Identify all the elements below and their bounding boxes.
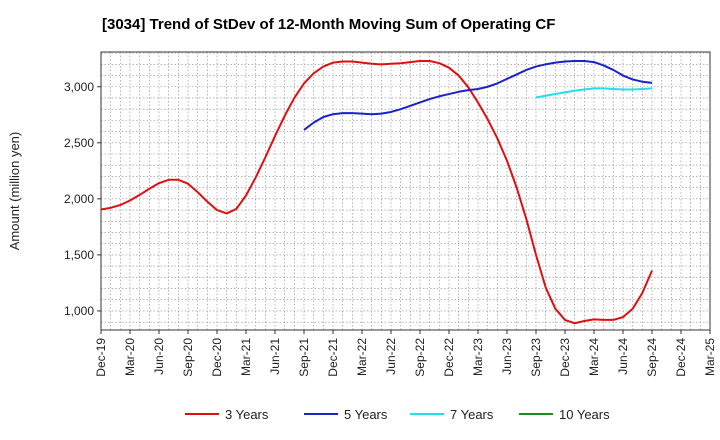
chart-title: [3034] Trend of StDev of 12-Month Moving… <box>102 16 555 33</box>
x-tick-label: Dec-22 <box>442 338 456 377</box>
legend: 3 Years 5 Years 7 Years 10 Years <box>185 407 610 422</box>
x-tick-label: Jun-21 <box>268 338 282 375</box>
legend-label: 3 Years <box>225 407 269 422</box>
legend-item-3-years: 3 Years <box>185 407 269 422</box>
x-tick-label: Mar-21 <box>239 338 253 376</box>
y-axis-label: Amount (million yen) <box>7 132 22 251</box>
legend-item-7-years: 7 Years <box>410 407 494 422</box>
x-tick-label: Sep-23 <box>529 338 543 377</box>
x-tick-label: Mar-20 <box>123 338 137 376</box>
x-tick-label: Sep-20 <box>181 338 195 377</box>
legend-label: 5 Years <box>344 407 388 422</box>
x-tick-label: Mar-22 <box>355 338 369 376</box>
x-tick-label: Dec-24 <box>674 338 688 377</box>
x-axis: Dec-19 Mar-20 Jun-20 Sep-20 Dec-20 Mar-21 Jun-… <box>94 330 717 377</box>
y-tick-label: 3,000 <box>64 80 94 94</box>
x-tick-label: Dec-23 <box>558 338 572 377</box>
x-tick-label: Dec-21 <box>326 338 340 377</box>
y-axis: 1,000 1,500 2,000 2,500 3,000 <box>64 80 101 318</box>
x-tick-label: Sep-24 <box>645 338 659 377</box>
plot-area <box>101 52 710 330</box>
y-tick-label: 2,000 <box>64 192 94 206</box>
x-tick-label: Sep-21 <box>297 338 311 377</box>
x-tick-label: Jun-20 <box>152 338 166 375</box>
series-lines <box>100 59 653 325</box>
x-tick-label: Dec-19 <box>94 338 108 377</box>
x-tick-label: Jun-24 <box>616 338 630 375</box>
x-tick-label: Jun-23 <box>500 338 514 375</box>
series-line-7-years <box>535 87 653 99</box>
x-tick-label: Dec-20 <box>210 338 224 377</box>
legend-label: 7 Years <box>450 407 494 422</box>
x-tick-label: Mar-25 <box>703 338 717 376</box>
y-tick-label: 1,000 <box>64 304 94 318</box>
plot-frame <box>100 51 711 331</box>
x-tick-label: Mar-23 <box>471 338 485 376</box>
legend-item-5-years: 5 Years <box>304 407 388 422</box>
series-line-5-years <box>303 59 653 131</box>
x-tick-label: Sep-22 <box>413 338 427 377</box>
series-line-3-years <box>100 59 653 325</box>
y-tick-label: 2,500 <box>64 136 94 150</box>
x-tick-label: Jun-22 <box>384 338 398 375</box>
y-tick-label: 1,500 <box>64 248 94 262</box>
x-tick-label: Mar-24 <box>587 338 601 376</box>
grid <box>101 52 710 330</box>
legend-item-10-years: 10 Years <box>519 407 610 422</box>
legend-label: 10 Years <box>559 407 610 422</box>
